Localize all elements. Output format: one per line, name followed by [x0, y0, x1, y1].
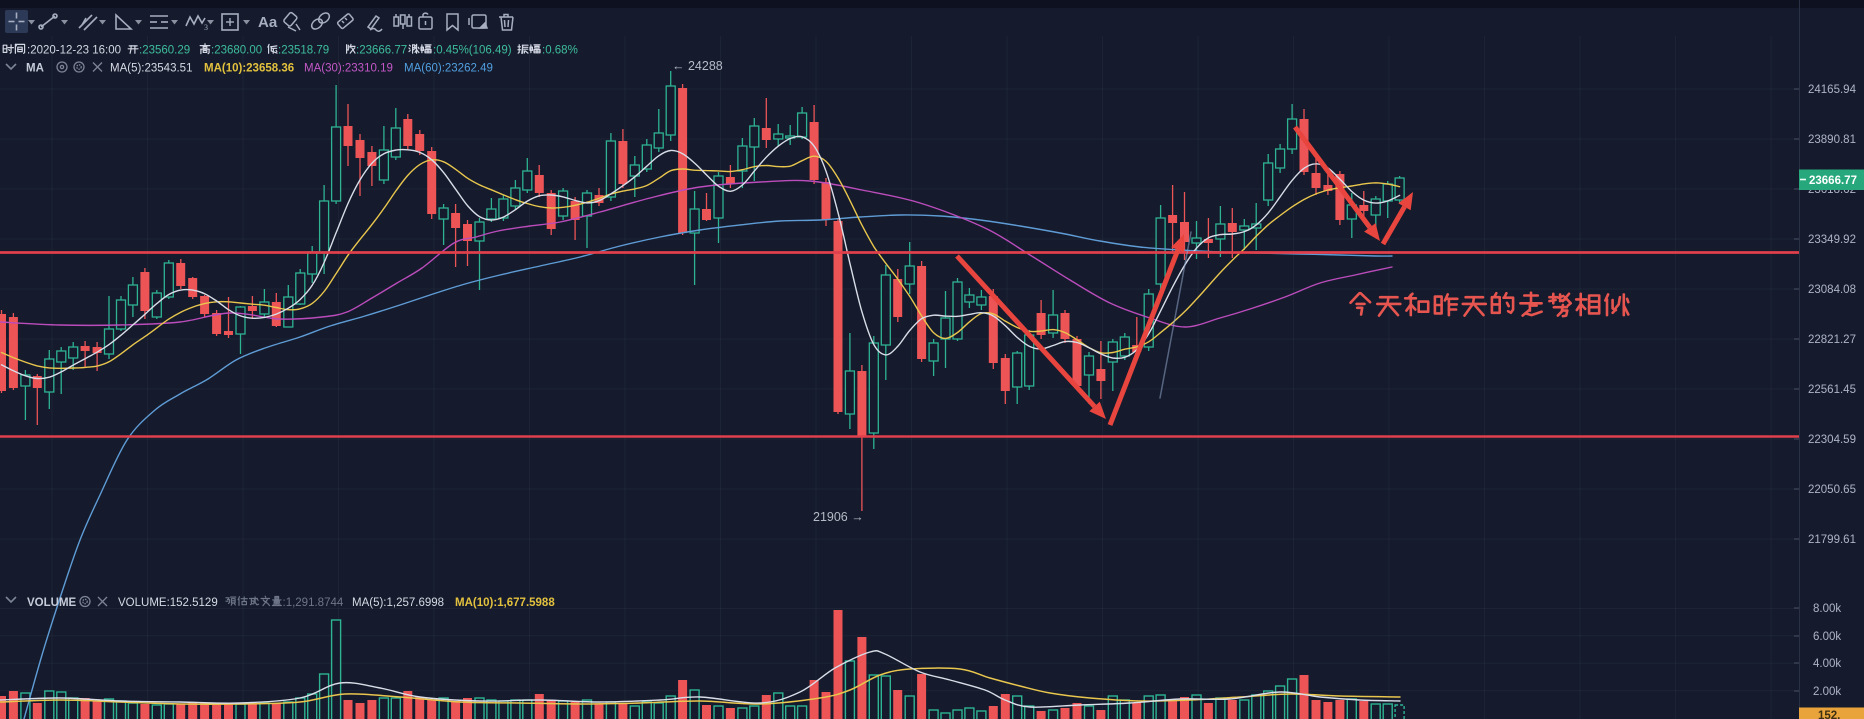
- svg-text:MA(5):23543.51: MA(5):23543.51: [110, 63, 192, 75]
- svg-text::0.45%(106.49): :0.45%(106.49): [433, 45, 512, 57]
- svg-text:MA(60):23262.49: MA(60):23262.49: [404, 63, 493, 75]
- svg-text:24165.94: 24165.94: [1808, 84, 1857, 96]
- svg-text:22561.45: 22561.45: [1808, 384, 1856, 396]
- svg-text:21799.61: 21799.61: [1808, 534, 1856, 546]
- svg-text:152.: 152.: [1818, 710, 1840, 719]
- svg-text:MA(5):1,257.6998: MA(5):1,257.6998: [352, 597, 444, 609]
- svg-text::23518.79: :23518.79: [278, 45, 329, 57]
- svg-text::1,291.8744: :1,291.8744: [283, 597, 344, 609]
- svg-text:← 24288: ← 24288: [672, 59, 723, 73]
- svg-text:2.00k: 2.00k: [1813, 686, 1841, 698]
- svg-text:22304.59: 22304.59: [1808, 434, 1856, 446]
- svg-text:Aa: Aa: [258, 14, 278, 31]
- svg-text:MA(30):23310.19: MA(30):23310.19: [304, 63, 393, 75]
- svg-text:MA(10):23658.36: MA(10):23658.36: [204, 63, 294, 75]
- svg-text:23349.92: 23349.92: [1808, 234, 1856, 246]
- svg-text:6.00k: 6.00k: [1813, 631, 1841, 643]
- svg-text:VOLUME: VOLUME: [27, 597, 77, 609]
- svg-text:23666.77: 23666.77: [1809, 175, 1857, 187]
- svg-text::0.68%: :0.68%: [542, 45, 578, 57]
- svg-text:4.00k: 4.00k: [1813, 658, 1841, 670]
- svg-text:22050.65: 22050.65: [1808, 484, 1856, 496]
- svg-text::23560.29: :23560.29: [139, 45, 190, 57]
- svg-text:23890.81: 23890.81: [1808, 134, 1856, 146]
- svg-text:22821.27: 22821.27: [1808, 334, 1856, 346]
- svg-text::2020-12-23 16:00: :2020-12-23 16:00: [27, 45, 121, 57]
- svg-text:VOLUME:152.5129: VOLUME:152.5129: [118, 597, 218, 609]
- svg-text::23680.00: :23680.00: [211, 45, 262, 57]
- svg-text:MA(10):1,677.5988: MA(10):1,677.5988: [455, 597, 555, 609]
- svg-text::23666.77: :23666.77: [356, 45, 407, 57]
- svg-text:MA: MA: [26, 63, 44, 75]
- svg-text:21906 →: 21906 →: [813, 510, 864, 524]
- svg-text:8.00k: 8.00k: [1813, 603, 1841, 615]
- svg-text:23084.08: 23084.08: [1808, 284, 1856, 296]
- svg-text:3: 3: [204, 23, 208, 32]
